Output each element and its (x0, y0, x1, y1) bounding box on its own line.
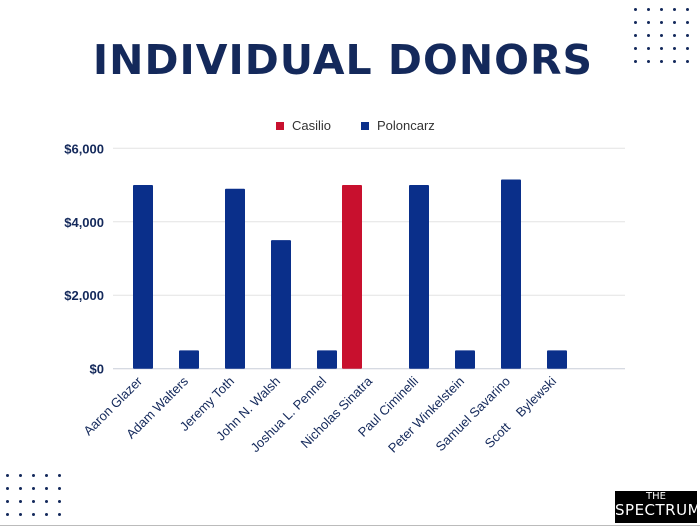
legend-item-casilio: Casilio (276, 118, 331, 133)
dot (6, 487, 9, 490)
bar-poloncarz (225, 188, 245, 369)
dot (45, 500, 48, 503)
dot (673, 34, 676, 37)
dot (634, 47, 637, 50)
bar-poloncarz (409, 185, 429, 369)
y-tick-label: $0 (90, 362, 104, 377)
decorative-dots-bottom-left (6, 474, 61, 516)
dot (660, 47, 663, 50)
bar-casilio (342, 185, 362, 369)
dot (32, 513, 35, 516)
dot (19, 513, 22, 516)
divider (0, 525, 700, 526)
dot (19, 487, 22, 490)
dot (19, 474, 22, 477)
legend-swatch-poloncarz (361, 121, 369, 130)
legend-swatch-casilio (276, 121, 284, 130)
dot (647, 34, 650, 37)
dot (45, 487, 48, 490)
logo-line1: THE (646, 491, 666, 502)
legend-label-poloncarz: Poloncarz (377, 118, 435, 133)
dot (660, 8, 663, 11)
chart-title: INDIVIDUAL DONORS (92, 36, 594, 84)
dot (673, 8, 676, 11)
dot (673, 47, 676, 50)
dot (686, 8, 689, 11)
dot (32, 474, 35, 477)
bar-poloncarz (547, 350, 567, 369)
dot (19, 500, 22, 503)
dot (660, 34, 663, 37)
dot (58, 500, 61, 503)
dot (58, 474, 61, 477)
dot (686, 47, 689, 50)
y-tick-label: $2,000 (64, 288, 104, 303)
dot (634, 21, 637, 24)
bar-poloncarz (317, 350, 337, 369)
dot (6, 474, 9, 477)
y-tick-label: $6,000 (64, 141, 104, 156)
dot (673, 21, 676, 24)
bar-poloncarz (501, 179, 521, 369)
dot (647, 8, 650, 11)
dot (660, 60, 663, 63)
logo-line2: SPECTRUM (615, 501, 700, 519)
dot (58, 513, 61, 516)
y-tick-label: $4,000 (64, 215, 104, 230)
legend-label-casilio: Casilio (292, 118, 332, 133)
dot (45, 513, 48, 516)
bar-poloncarz (179, 350, 199, 369)
dot (58, 487, 61, 490)
dot (647, 21, 650, 24)
dot (634, 8, 637, 11)
bar-poloncarz (455, 350, 475, 369)
dot (634, 60, 637, 63)
dot (686, 21, 689, 24)
dot (673, 60, 676, 63)
decorative-dots-top-right (634, 8, 689, 63)
dot (6, 513, 9, 516)
dot (647, 60, 650, 63)
dot (660, 21, 663, 24)
bar-poloncarz (133, 185, 153, 369)
dot (647, 47, 650, 50)
legend-item-poloncarz: Poloncarz (361, 118, 435, 133)
dot (686, 34, 689, 37)
bar-poloncarz (271, 240, 291, 369)
the-spectrum-logo: THE SPECTRUM (615, 491, 700, 523)
dot (6, 500, 9, 503)
dot (634, 34, 637, 37)
dot (45, 474, 48, 477)
dot (32, 487, 35, 490)
dot (686, 60, 689, 63)
dot (32, 500, 35, 503)
